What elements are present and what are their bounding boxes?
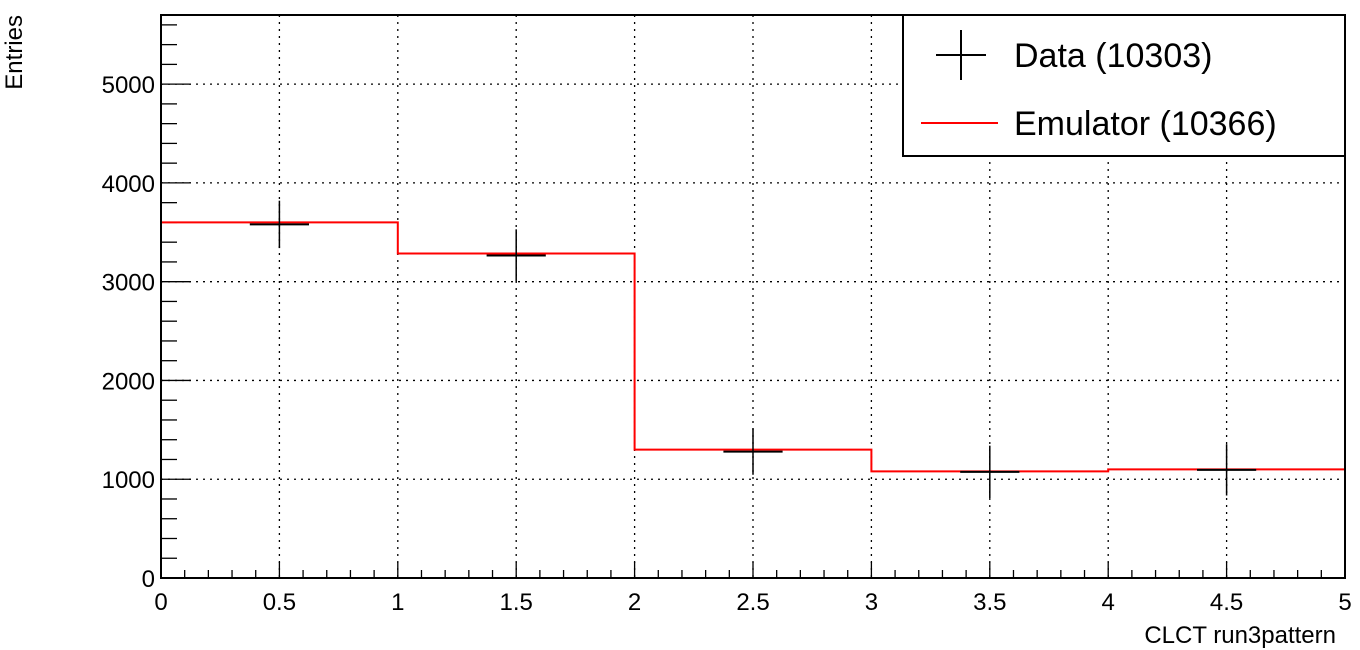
x-tick-label: 5 [1338, 589, 1351, 616]
y-tick-label: 1000 [102, 467, 155, 494]
y-tick-label: 2000 [102, 368, 155, 395]
legend-box [902, 14, 1346, 157]
x-tick-label: 4.5 [1210, 589, 1243, 616]
y-tick-label: 0 [142, 566, 155, 593]
y-tick-label: 3000 [102, 270, 155, 297]
y-tick-label: 4000 [102, 171, 155, 198]
x-tick-label: 2 [628, 589, 641, 616]
axis-ticks [160, 24, 1346, 579]
x-tick-label: 0.5 [263, 589, 296, 616]
legend-data-marker [936, 30, 986, 80]
y-tick-label: 5000 [102, 72, 155, 99]
x-tick-label: 2.5 [736, 589, 769, 616]
x-tick-label: 0 [154, 589, 167, 616]
y-axis-title: Entries [1, 15, 28, 90]
tick-labels: 0 0.5 1 1.5 2 2.5 3 3.5 4 4.5 5 0 1000 2000 3000 4000 50… [102, 72, 1352, 616]
x-tick-label: 1 [391, 589, 404, 616]
x-axis-title: CLCT run3pattern [1144, 622, 1336, 649]
legend-data-label: Data (10303) [1014, 37, 1212, 75]
x-tick-label: 3 [865, 589, 878, 616]
x-tick-label: 1.5 [500, 589, 533, 616]
legend: Data (10303) Emulator (10366) [902, 14, 1346, 157]
x-tick-label: 3.5 [973, 589, 1006, 616]
data-series [249, 200, 1257, 498]
x-tick-label: 4 [1102, 589, 1115, 616]
legend-emulator-label: Emulator (10366) [1014, 105, 1277, 143]
plot-frame [160, 14, 1346, 579]
